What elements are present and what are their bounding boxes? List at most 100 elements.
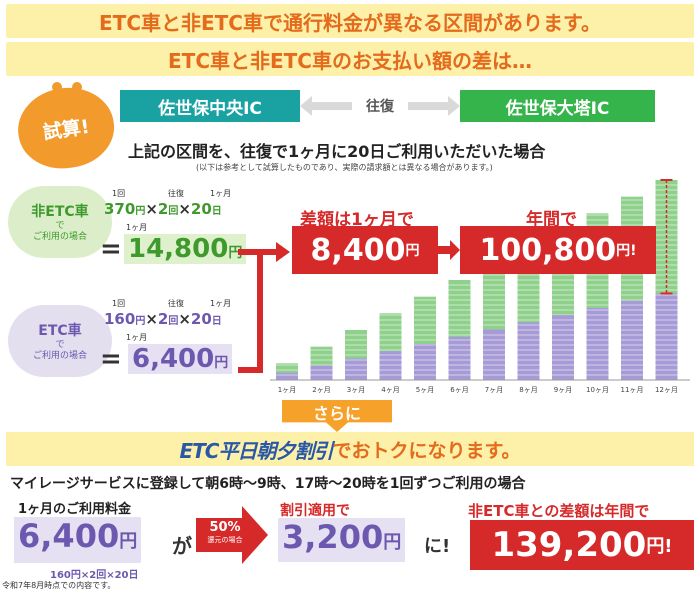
non-etc-sub2: ご利用の場合 [32,232,87,242]
x-tick-label: 10ヶ月 [586,386,609,394]
non-etc-cap-once: 1回 [112,189,126,198]
annual-total-box: 139,200 円! [470,520,694,570]
non-etc-fare: 370 [104,200,136,218]
non-etc-label: 非ETC車 [31,203,89,220]
etc-total: 6,400 [132,344,215,374]
x-tick-label: 6ヶ月 [450,386,468,394]
x-tick-label: 8ヶ月 [519,386,537,394]
bar-etc [414,343,436,380]
rebate-pct: 50% [209,520,241,535]
times-sign: × [145,200,158,218]
rebate-text: 還元の場合 [207,536,243,544]
annual-total-label: 非ETC車との差額は年間で [468,502,650,520]
x-tick-label: 2ヶ月 [312,386,330,394]
annual-diff-value: 100,800 [479,232,617,268]
non-etc-formula: 370円×2回×20日 [104,200,222,218]
footnote: 令和7年8月時点での内容です。 [2,581,116,590]
non-etc-cap-round: 往復 [168,189,184,198]
yen-unit: 円! [616,243,637,259]
monthly-fee-label: 1ヶ月のご利用料金 [18,502,132,517]
non-etc-days: 20 [190,200,212,218]
bar-etc [310,365,333,380]
monthly-fee-box: 6,400 円 [14,517,142,563]
yen-unit: 円 [214,355,229,371]
etc-cap-month2: 1ヶ月 [126,333,148,342]
etc-trips: 2 [157,310,169,328]
bar-etc [483,329,505,380]
yen-unit: 円 [383,532,402,553]
x-tick-label: 1ヶ月 [278,386,296,394]
non-etc-sub1: で [55,220,65,231]
ic-to: 佐世保大塔IC [460,90,655,122]
non-etc-total-box: 14,800円 [124,234,247,264]
purse-clasp-icon [52,82,62,92]
x-tick-label: 4ヶ月 [381,386,399,394]
headline: ETC車と非ETC車で通行料金が異なる区間があります。 [99,10,601,35]
non-etc-total: 14,800 [128,234,229,264]
bar-etc [586,307,609,380]
non-etc-cap-month: 1ヶ月 [210,189,232,198]
trial-badge: 試算! [12,81,120,175]
rebate-arrow-icon [196,506,268,564]
etc-label-box: ETC車 で ご利用の場合 [8,305,112,377]
yen-unit: 円 [135,206,146,217]
x-tick-label: 7ヶ月 [485,386,503,394]
annual-total-value: 139,200 [491,525,647,565]
bar-etc [379,351,402,380]
etc-total-box: 6,400円 [128,344,233,374]
nichi-unit: 日 [211,206,222,217]
bar-etc [345,358,367,380]
subheadline-banner: ETC車と非ETC車のお支払い額の差は… [6,42,694,76]
annual-diff-box: 100,800 円! [460,226,656,274]
x-tick-label: 3ヶ月 [347,386,365,394]
ic-to-label: 佐世保大塔IC [505,98,610,119]
bar-etc [552,315,574,380]
connector-arrow-icon [238,242,290,373]
kai-unit: 回 [168,316,179,327]
etc-days: 20 [190,310,212,328]
kai-unit: 回 [168,206,179,217]
discount-banner: ETC平日朝夕割引 でおトクになります。 [6,432,694,466]
headline-banner: ETC車と非ETC車で通行料金が異なる区間があります。 [6,4,694,38]
purse-clasp-icon [72,82,82,92]
subheadline: ETC車と非ETC車のお支払い額の差は… [168,48,532,73]
etc-cap-once: 1回 [112,299,126,308]
ic-from: 佐世保中央IC [120,90,300,122]
yen-unit: 円 [119,531,138,552]
mileage-condition: マイレージサービスに登録して朝6時〜9時、17時〜20時を1回ずつご利用の場合 [10,476,526,492]
etc-discount-logo: ETC平日朝夕割引 [179,438,333,463]
rebate-label: 50% 還元の場合 [200,520,250,545]
times-sign: × [145,310,158,328]
bar-etc [517,322,540,380]
discounted-box: 3,200 円 [278,518,406,562]
right-arrow-icon [438,240,460,260]
etc-formula: 160円×2回×20日 [104,310,222,328]
discounted-label: 割引適用で [280,503,350,519]
x-tick-label: 5ヶ月 [416,386,434,394]
bar-etc [655,293,678,380]
yen-unit: 円! [646,536,673,557]
non-etc-eq: = [100,234,122,264]
annual-diff-title: 年間で [526,210,577,230]
yen-unit: 円 [405,243,420,259]
sarani-arrow: さらに [282,400,392,432]
disclaimer-text: (以下は参考として試算したものであり、実際の請求額とは異なる場合があります。) [196,163,493,172]
monthly-diff-title: 差額は1ヶ月で [300,210,414,230]
bar-etc [448,336,471,380]
x-tick-label: 9ヶ月 [554,386,572,394]
monthly-diff-value: 8,400 [310,232,406,268]
nichi-unit: 日 [211,316,222,327]
monthly-diff-box: 8,400 円 [292,226,438,274]
monthly-fee-value: 6,400 [18,517,120,555]
etc-sub1: で [55,339,65,350]
ga-particle: が [172,534,192,558]
etc-eq: = [100,344,122,374]
badge-text: 試算! [41,115,91,144]
x-tick-label: 11ヶ月 [621,386,644,394]
yen-unit: 円 [135,316,146,327]
ni-particle: に! [424,536,451,557]
etc-fare: 160 [104,310,136,328]
etc-sub2: ご利用の場合 [32,351,87,361]
condition-text: 上記の区間を、往復で1ヶ月に20日ご利用いただいた場合 [128,142,546,161]
non-etc-cap-month2: 1ヶ月 [126,223,148,232]
